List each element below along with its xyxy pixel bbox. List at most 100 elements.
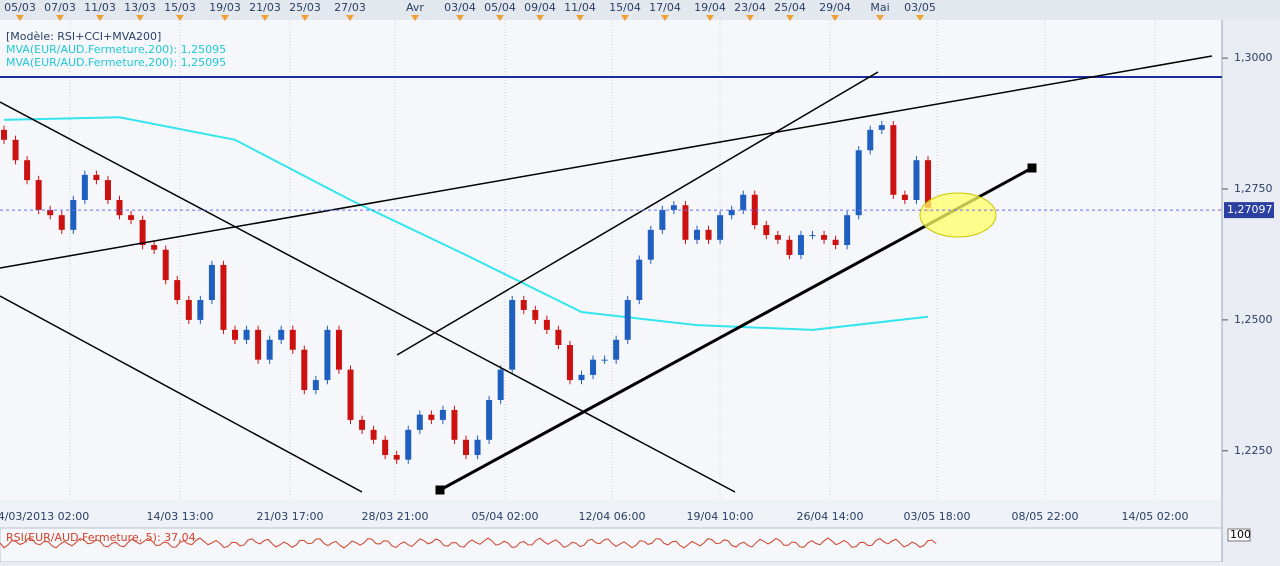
trend-line [0, 101, 736, 493]
candle-body [232, 329, 238, 340]
top-axis-label: 27/03 [334, 1, 366, 14]
bottom-axis-strip [0, 500, 1222, 528]
candle-body [116, 200, 123, 216]
trend-line [0, 295, 363, 493]
bottom-axis-label: 26/04 14:00 [797, 510, 864, 523]
y-tick-label: 1,2250 [1234, 444, 1273, 457]
marker [411, 15, 419, 21]
candle-body [174, 280, 181, 300]
rsi-label: RSI(EUR/AUD.Fermeture, 5): 37,04 [6, 531, 196, 544]
candle-body [566, 345, 573, 381]
rsi-panel [0, 527, 1223, 563]
last-price-label: 1,27097 [1227, 203, 1273, 216]
handle[interactable] [435, 485, 445, 495]
top-axis-label: Avr [406, 1, 424, 14]
rsi-trace [0, 537, 937, 549]
top-axis-label: 25/04 [774, 1, 806, 14]
candle-body [786, 239, 793, 255]
marker [746, 15, 754, 21]
plot [1, 116, 931, 464]
candle-body [890, 125, 897, 195]
top-axis-label: 17/04 [649, 1, 681, 14]
candle-body [636, 259, 643, 300]
candle-body [312, 380, 319, 391]
candle-body [324, 329, 331, 381]
top-axis-strip [0, 0, 1280, 20]
candle-body [601, 359, 608, 361]
top-axis-label: 03/05 [904, 1, 936, 14]
marker [346, 15, 354, 21]
candle-body [740, 194, 747, 210]
bottom-axis-label: 12/04 06:00 [579, 510, 646, 523]
candle-body [185, 300, 192, 320]
candle-body [844, 215, 851, 246]
candle-body [58, 215, 65, 230]
header-text: MVA(EUR/AUD.Fermeture,200): 1,25095 [6, 43, 226, 56]
candle-body [832, 239, 839, 246]
candle-body [751, 194, 758, 226]
marker [786, 15, 794, 21]
marker [16, 15, 24, 21]
candle-body [266, 339, 273, 360]
bottom-axis-label: 08/05 22:00 [1012, 510, 1079, 523]
top-axis-label: 11/03 [84, 1, 116, 14]
marker [496, 15, 504, 21]
top-axis-label: 19/04 [694, 1, 726, 14]
candle-body [382, 439, 389, 455]
bottom-axis-label: 19/04 10:00 [687, 510, 754, 523]
top-axis-label: 09/04 [524, 1, 556, 14]
top-axis-label: 05/03 [4, 1, 36, 14]
rsi-axis-label: 100 [1230, 528, 1251, 541]
last-price-box [1224, 202, 1274, 219]
candle-body [925, 160, 931, 208]
candle-body [278, 329, 285, 340]
candle-body [590, 359, 597, 375]
y-tick-label: 1,3000 [1234, 51, 1273, 64]
candle-body [659, 209, 666, 230]
candle-body [867, 129, 874, 151]
header: [Modèle: RSI+CCI+MVA200] MVA(EUR/AUD.Fer… [6, 30, 226, 69]
candle-body [613, 339, 620, 360]
candle-body [393, 454, 400, 460]
candle-body [24, 160, 31, 181]
candle-body [809, 235, 816, 237]
candle-body [439, 409, 446, 420]
candle-body [797, 235, 804, 255]
marker [221, 15, 229, 21]
bottom-axis-label: 14/03 13:00 [147, 510, 214, 523]
candle-body [463, 439, 469, 455]
top-axis-label: 21/03 [249, 1, 281, 14]
candle-body [451, 409, 458, 440]
candle-body [578, 374, 585, 381]
candle-body [913, 160, 920, 200]
marker [706, 15, 714, 21]
marker [456, 15, 464, 21]
y-tick-label: 1,2750 [1234, 182, 1273, 195]
candle-body [728, 209, 735, 216]
candle-body [81, 174, 88, 200]
marker [621, 15, 629, 21]
candle-body [428, 414, 435, 420]
candle-body [47, 209, 54, 216]
candle-body [717, 215, 724, 240]
grid [69, 20, 1156, 500]
candle-body [335, 329, 342, 370]
candle-body [901, 194, 908, 200]
candle-body [208, 264, 215, 300]
candle-body [301, 349, 308, 391]
bottom-axis-label: 04/03/2013 02:00 [0, 510, 89, 523]
candle-body [555, 329, 562, 346]
candle-body [763, 225, 770, 236]
handle[interactable] [1027, 163, 1037, 173]
marker [176, 15, 184, 21]
candle-body [289, 329, 296, 350]
candle-body [93, 174, 100, 181]
moving-average [3, 116, 929, 331]
top-axis-label: Mai [870, 1, 889, 14]
header-text: MVA(EUR/AUD.Fermeture,200): 1,25095 [6, 56, 226, 69]
marker [876, 15, 884, 21]
top-axis-label: 25/03 [289, 1, 321, 14]
marker [56, 15, 64, 21]
candle-body [70, 200, 77, 230]
